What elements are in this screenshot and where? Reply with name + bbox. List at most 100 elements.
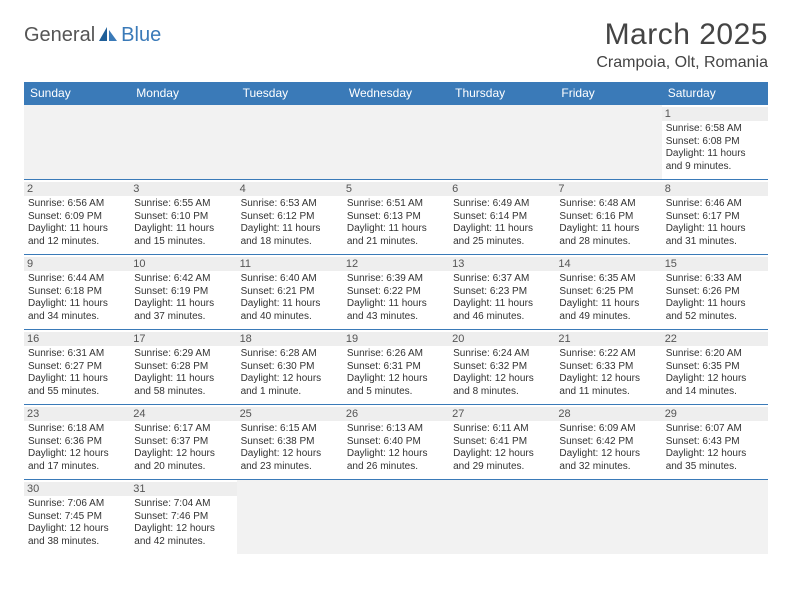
day-number: 7 <box>555 182 661 196</box>
sunrise-line: Sunrise: 6:49 AM <box>453 198 551 211</box>
day-details: Sunrise: 6:26 AMSunset: 6:31 PMDaylight:… <box>347 348 445 398</box>
day-number: 3 <box>130 182 236 196</box>
month-title: March 2025 <box>596 18 768 52</box>
sunrise-line: Sunrise: 7:06 AM <box>28 498 126 511</box>
daylight-line: Daylight: 11 hours and 34 minutes. <box>28 298 126 323</box>
day-details: Sunrise: 6:17 AMSunset: 6:37 PMDaylight:… <box>134 423 232 473</box>
daylight-line: Daylight: 11 hours and 21 minutes. <box>347 223 445 248</box>
sunrise-line: Sunrise: 6:07 AM <box>666 423 764 436</box>
daylight-line: Daylight: 11 hours and 31 minutes. <box>666 223 764 248</box>
sunset-line: Sunset: 6:23 PM <box>453 286 551 299</box>
sunset-line: Sunset: 6:40 PM <box>347 436 445 449</box>
calendar-cell: 16 Sunrise: 6:31 AMSunset: 6:27 PMDayligh… <box>24 330 130 405</box>
day-number: 6 <box>449 182 555 196</box>
sunrise-line: Sunrise: 6:22 AM <box>559 348 657 361</box>
sunrise-line: Sunrise: 6:48 AM <box>559 198 657 211</box>
sunset-line: Sunset: 6:10 PM <box>134 211 232 224</box>
day-number: 23 <box>24 407 130 421</box>
title-block: March 2025 Crampoia, Olt, Romania <box>596 18 768 72</box>
sail-icon <box>97 25 119 46</box>
sunset-line: Sunset: 7:45 PM <box>28 511 126 524</box>
sunrise-line: Sunrise: 6:11 AM <box>453 423 551 436</box>
calendar-cell: 12Sunrise: 6:39 AMSunset: 6:22 PMDayligh… <box>343 255 449 330</box>
daylight-line: Daylight: 11 hours and 49 minutes. <box>559 298 657 323</box>
day-details: Sunrise: 6:58 AMSunset: 6:08 PMDaylight:… <box>666 123 764 173</box>
sunrise-line: Sunrise: 6:46 AM <box>666 198 764 211</box>
calendar-cell: 30Sunrise: 7:06 AMSunset: 7:45 PMDayligh… <box>24 480 130 555</box>
daylight-line: Daylight: 12 hours and 17 minutes. <box>28 448 126 473</box>
daylight-line: Daylight: 12 hours and 29 minutes. <box>453 448 551 473</box>
day-details: Sunrise: 6:44 AMSunset: 6:18 PMDaylight:… <box>28 273 126 323</box>
sunrise-line: Sunrise: 6:18 AM <box>28 423 126 436</box>
day-number: 9 <box>24 257 130 271</box>
sunrise-line: Sunrise: 6:33 AM <box>666 273 764 286</box>
day-details: Sunrise: 6:40 AMSunset: 6:21 PMDaylight:… <box>241 273 339 323</box>
logo-text-general: General <box>24 24 95 47</box>
day-number: 4 <box>237 182 343 196</box>
calendar-cell: 19Sunrise: 6:26 AMSunset: 6:31 PMDayligh… <box>343 330 449 405</box>
calendar-cell-empty <box>343 480 449 555</box>
day-number: 17 <box>130 332 236 346</box>
day-number: 16 <box>24 332 130 346</box>
day-details: Sunrise: 6:53 AMSunset: 6:12 PMDaylight:… <box>241 198 339 248</box>
calendar-cell: 7Sunrise: 6:48 AMSunset: 6:16 PMDaylight… <box>555 180 661 255</box>
calendar-cell-empty <box>449 480 555 555</box>
daylight-line: Daylight: 12 hours and 8 minutes. <box>453 373 551 398</box>
calendar-cell-empty <box>130 105 236 180</box>
daylight-line: Daylight: 12 hours and 26 minutes. <box>347 448 445 473</box>
sunset-line: Sunset: 6:17 PM <box>666 211 764 224</box>
header-row: General Blue March 2025 Crampoia, Olt, R… <box>24 18 768 72</box>
sunset-line: Sunset: 6:37 PM <box>134 436 232 449</box>
day-number: 1 <box>662 107 768 121</box>
calendar-cell: 8 Sunrise: 6:46 AMSunset: 6:17 PMDaylight… <box>662 180 768 255</box>
day-details: Sunrise: 6:20 AMSunset: 6:35 PMDaylight:… <box>666 348 764 398</box>
sunrise-line: Sunrise: 6:20 AM <box>666 348 764 361</box>
sunrise-line: Sunrise: 6:53 AM <box>241 198 339 211</box>
calendar-cell: 23 Sunrise: 6:18 AMSunset: 6:36 PMDayligh… <box>24 405 130 480</box>
daylight-line: Daylight: 11 hours and 12 minutes. <box>28 223 126 248</box>
calendar-cell-empty <box>237 105 343 180</box>
calendar-cell: 18Sunrise: 6:28 AMSunset: 6:30 PMDayligh… <box>237 330 343 405</box>
day-details: Sunrise: 6:31 AMSunset: 6:27 PMDaylight:… <box>28 348 126 398</box>
daylight-line: Daylight: 11 hours and 15 minutes. <box>134 223 232 248</box>
sunrise-line: Sunrise: 6:55 AM <box>134 198 232 211</box>
day-header: Sunday <box>24 82 130 105</box>
day-details: Sunrise: 6:51 AMSunset: 6:13 PMDaylight:… <box>347 198 445 248</box>
daylight-line: Daylight: 12 hours and 14 minutes. <box>666 373 764 398</box>
sunrise-line: Sunrise: 6:24 AM <box>453 348 551 361</box>
sunset-line: Sunset: 6:43 PM <box>666 436 764 449</box>
day-number: 8 <box>662 182 768 196</box>
sunset-line: Sunset: 6:35 PM <box>666 361 764 374</box>
calendar-cell: 25Sunrise: 6:15 AMSunset: 6:38 PMDayligh… <box>237 405 343 480</box>
sunrise-line: Sunrise: 6:28 AM <box>241 348 339 361</box>
day-number: 14 <box>555 257 661 271</box>
sunrise-line: Sunrise: 6:13 AM <box>347 423 445 436</box>
day-details: Sunrise: 6:56 AMSunset: 6:09 PMDaylight:… <box>28 198 126 248</box>
calendar-cell-empty <box>24 105 130 180</box>
daylight-line: Daylight: 12 hours and 5 minutes. <box>347 373 445 398</box>
day-header: Saturday <box>662 82 768 105</box>
daylight-line: Daylight: 12 hours and 38 minutes. <box>28 523 126 548</box>
logo-text-blue: Blue <box>121 24 161 47</box>
daylight-line: Daylight: 12 hours and 35 minutes. <box>666 448 764 473</box>
calendar-cell: 14Sunrise: 6:35 AMSunset: 6:25 PMDayligh… <box>555 255 661 330</box>
sunset-line: Sunset: 6:36 PM <box>28 436 126 449</box>
day-header: Monday <box>130 82 236 105</box>
sunset-line: Sunset: 6:16 PM <box>559 211 657 224</box>
sunset-line: Sunset: 6:25 PM <box>559 286 657 299</box>
sunrise-line: Sunrise: 6:17 AM <box>134 423 232 436</box>
day-details: Sunrise: 6:37 AMSunset: 6:23 PMDaylight:… <box>453 273 551 323</box>
day-details: Sunrise: 6:15 AMSunset: 6:38 PMDaylight:… <box>241 423 339 473</box>
calendar-cell-empty <box>555 480 661 555</box>
calendar-cell: 27Sunrise: 6:11 AMSunset: 6:41 PMDayligh… <box>449 405 555 480</box>
daylight-line: Daylight: 11 hours and 43 minutes. <box>347 298 445 323</box>
daylight-line: Daylight: 11 hours and 25 minutes. <box>453 223 551 248</box>
daylight-line: Daylight: 12 hours and 32 minutes. <box>559 448 657 473</box>
sunrise-line: Sunrise: 6:29 AM <box>134 348 232 361</box>
sunrise-line: Sunrise: 6:40 AM <box>241 273 339 286</box>
location: Crampoia, Olt, Romania <box>596 54 768 72</box>
daylight-line: Daylight: 12 hours and 11 minutes. <box>559 373 657 398</box>
day-number: 10 <box>130 257 236 271</box>
day-details: Sunrise: 7:04 AMSunset: 7:46 PMDaylight:… <box>134 498 232 548</box>
sunrise-line: Sunrise: 6:09 AM <box>559 423 657 436</box>
